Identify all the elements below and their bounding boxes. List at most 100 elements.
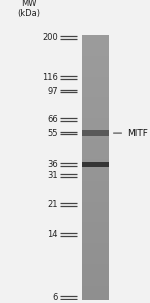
- Bar: [82, 56, 109, 57]
- Bar: [82, 178, 109, 179]
- Bar: [82, 106, 109, 108]
- Bar: [82, 276, 109, 278]
- Bar: [82, 222, 109, 223]
- Bar: [82, 261, 109, 263]
- Bar: [82, 69, 109, 71]
- Bar: [82, 281, 109, 283]
- Bar: [82, 217, 109, 218]
- Bar: [82, 295, 109, 296]
- Bar: [82, 102, 109, 104]
- Bar: [82, 121, 109, 122]
- Text: 36: 36: [47, 160, 58, 169]
- Bar: [82, 166, 109, 167]
- Bar: [82, 236, 109, 238]
- Bar: [82, 221, 109, 222]
- Bar: [82, 191, 109, 193]
- Bar: [82, 165, 109, 166]
- Bar: [82, 64, 109, 65]
- Bar: [82, 49, 109, 51]
- Bar: [82, 247, 109, 248]
- Bar: [82, 197, 109, 198]
- Bar: [82, 81, 109, 82]
- Bar: [82, 124, 109, 125]
- Bar: [82, 210, 109, 211]
- Text: 31: 31: [47, 171, 58, 180]
- Bar: [82, 177, 109, 178]
- Bar: [82, 114, 109, 115]
- Bar: [82, 77, 109, 78]
- Bar: [82, 185, 109, 186]
- Bar: [82, 100, 109, 101]
- Bar: [82, 235, 109, 236]
- Bar: [82, 153, 109, 154]
- Bar: [82, 53, 109, 55]
- Bar: [82, 138, 109, 139]
- Bar: [82, 139, 109, 141]
- Bar: [82, 80, 109, 81]
- Bar: [82, 142, 109, 144]
- Bar: [82, 57, 109, 58]
- Text: MITF: MITF: [114, 128, 148, 138]
- Bar: [82, 238, 109, 239]
- Bar: [82, 97, 109, 98]
- Bar: [82, 65, 109, 66]
- Bar: [82, 163, 109, 165]
- Bar: [82, 246, 109, 247]
- Bar: [82, 218, 109, 219]
- Bar: [82, 251, 109, 252]
- Bar: [82, 259, 109, 260]
- Text: 14: 14: [47, 230, 58, 239]
- Bar: [82, 205, 109, 206]
- Bar: [82, 230, 109, 231]
- Bar: [82, 137, 109, 138]
- Bar: [82, 190, 109, 191]
- Bar: [82, 194, 109, 195]
- Bar: [82, 144, 109, 145]
- Bar: [82, 291, 109, 292]
- Bar: [82, 240, 109, 242]
- Bar: [82, 38, 109, 40]
- Bar: [82, 150, 109, 152]
- Bar: [82, 199, 109, 201]
- Bar: [82, 101, 109, 102]
- Bar: [82, 248, 109, 250]
- Bar: [82, 93, 109, 94]
- Text: 116: 116: [42, 73, 58, 82]
- Bar: [82, 226, 109, 227]
- Bar: [82, 52, 109, 53]
- Bar: [82, 211, 109, 212]
- Bar: [82, 188, 109, 190]
- Bar: [82, 202, 109, 203]
- Text: 6: 6: [52, 293, 58, 302]
- Bar: [82, 40, 109, 41]
- Bar: [82, 130, 109, 136]
- Bar: [82, 159, 109, 161]
- Bar: [82, 120, 109, 121]
- Bar: [82, 78, 109, 80]
- Bar: [82, 270, 109, 271]
- Bar: [82, 242, 109, 243]
- Bar: [82, 154, 109, 155]
- Bar: [82, 108, 109, 109]
- Bar: [82, 278, 109, 279]
- Bar: [82, 215, 109, 217]
- Bar: [82, 254, 109, 255]
- Bar: [82, 162, 109, 163]
- Bar: [82, 298, 109, 299]
- Bar: [82, 133, 109, 134]
- Bar: [82, 126, 109, 128]
- Bar: [82, 267, 109, 268]
- Bar: [82, 94, 109, 96]
- Bar: [82, 266, 109, 267]
- Bar: [82, 134, 109, 135]
- Text: 21: 21: [47, 200, 58, 209]
- Bar: [82, 90, 109, 92]
- Text: 200: 200: [42, 33, 58, 42]
- Bar: [82, 43, 109, 44]
- Bar: [82, 117, 109, 118]
- Bar: [82, 187, 109, 188]
- Bar: [82, 141, 109, 142]
- Bar: [82, 89, 109, 90]
- Bar: [82, 169, 109, 170]
- Bar: [82, 284, 109, 285]
